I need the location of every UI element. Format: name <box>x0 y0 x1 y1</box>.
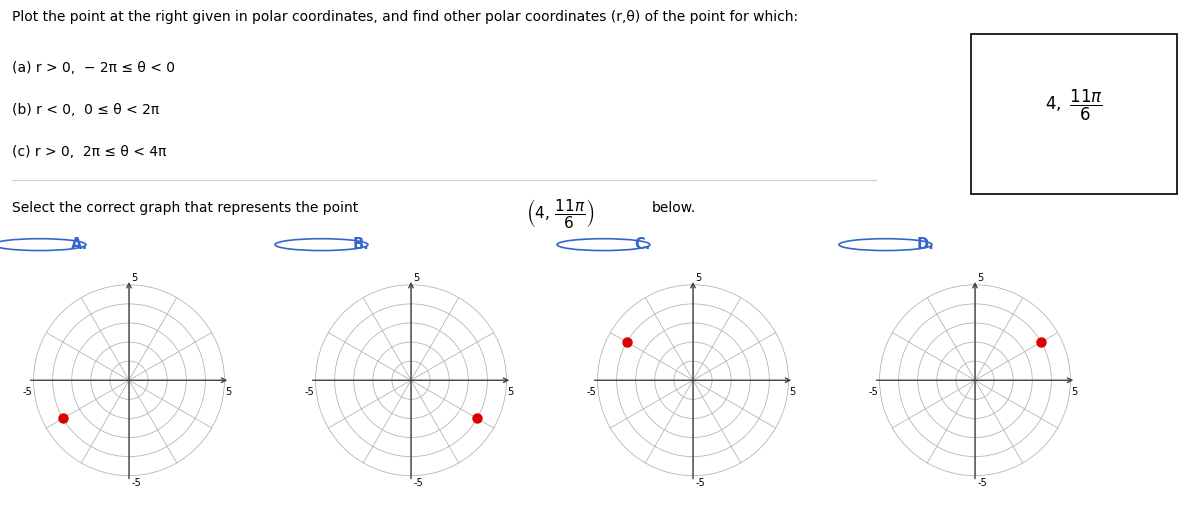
Text: D.: D. <box>917 237 934 252</box>
Text: 5: 5 <box>413 273 420 283</box>
Text: (a) r > 0,  − 2π ≤ θ < 0: (a) r > 0, − 2π ≤ θ < 0 <box>12 61 175 76</box>
Text: 5: 5 <box>695 273 702 283</box>
Text: (b) r < 0,  0 ≤ θ < 2π: (b) r < 0, 0 ≤ θ < 2π <box>12 103 160 118</box>
Text: 5: 5 <box>790 387 796 397</box>
Text: Select the correct graph that represents the point: Select the correct graph that represents… <box>12 201 359 215</box>
Text: -5: -5 <box>131 478 142 488</box>
Text: Plot the point at the right given in polar coordinates, and find other polar coo: Plot the point at the right given in pol… <box>12 10 798 24</box>
Text: -5: -5 <box>305 387 314 397</box>
Text: $\left( 4,\, \dfrac{11\pi}{6} \right)$: $\left( 4,\, \dfrac{11\pi}{6} \right)$ <box>526 197 595 230</box>
Text: -5: -5 <box>23 387 32 397</box>
Text: 5: 5 <box>508 387 514 397</box>
Text: -5: -5 <box>977 478 988 488</box>
Text: -5: -5 <box>869 387 878 397</box>
Text: C.: C. <box>635 237 650 252</box>
Text: 5: 5 <box>131 273 138 283</box>
Text: 5: 5 <box>977 273 984 283</box>
Text: A.: A. <box>71 237 88 252</box>
FancyBboxPatch shape <box>972 34 1176 194</box>
Text: below.: below. <box>652 201 696 215</box>
Text: 5: 5 <box>1072 387 1078 397</box>
Text: (c) r > 0,  2π ≤ θ < 4π: (c) r > 0, 2π ≤ θ < 4π <box>12 146 167 159</box>
Text: 5: 5 <box>226 387 232 397</box>
Text: -5: -5 <box>587 387 596 397</box>
Text: -5: -5 <box>413 478 424 488</box>
Text: B.: B. <box>353 237 370 252</box>
Text: -5: -5 <box>695 478 706 488</box>
Text: $4,\ \dfrac{11\pi}{6}$: $4,\ \dfrac{11\pi}{6}$ <box>1045 88 1103 123</box>
